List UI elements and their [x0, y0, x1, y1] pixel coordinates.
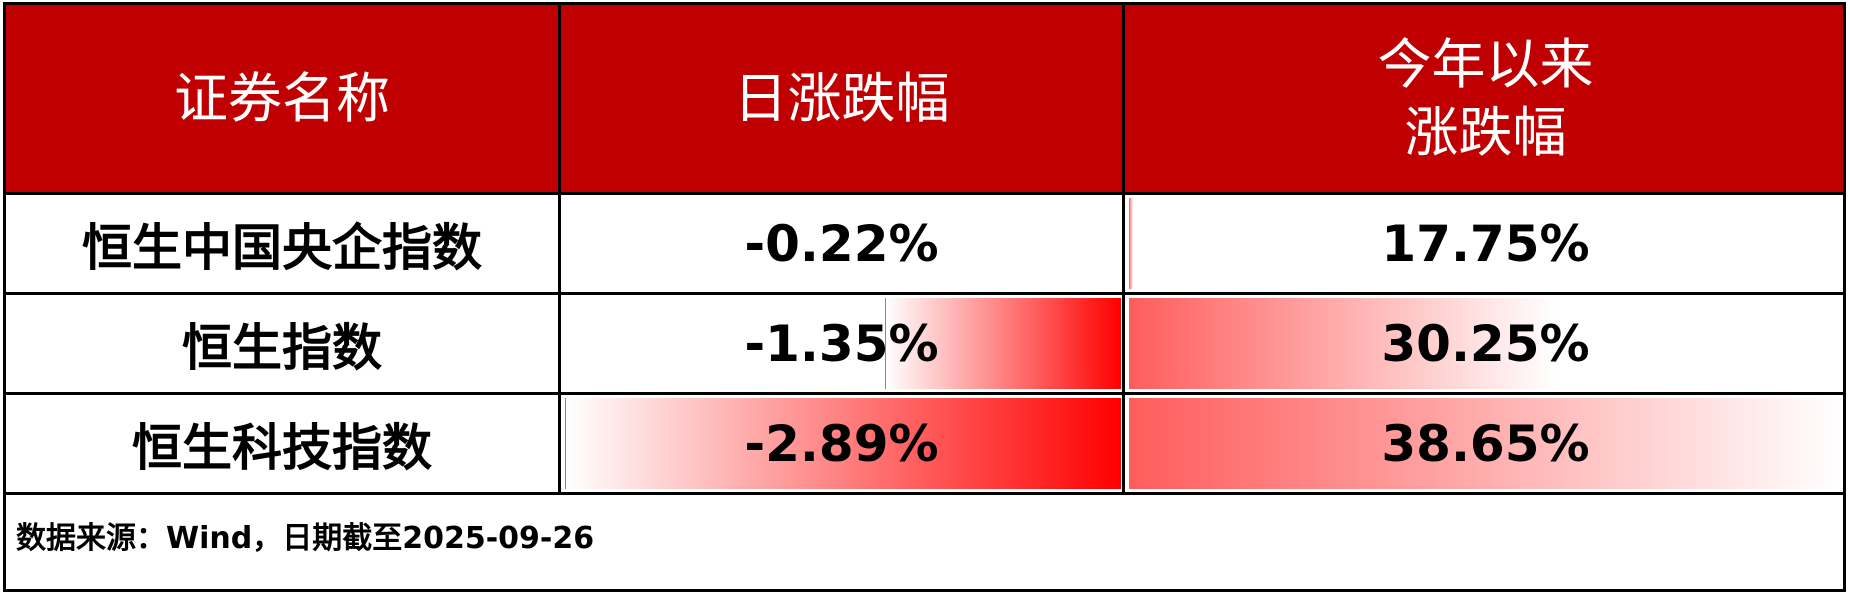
header-ytd-change: 今年以来 涨跌幅: [1125, 5, 1846, 192]
security-name-value: 恒生指数: [182, 318, 382, 377]
header-ytd-line2: 涨跌幅: [1404, 100, 1567, 164]
daily-data-bar: [885, 298, 1121, 389]
ytd-data-bar: [1129, 298, 1557, 389]
header-ytd-line1: 今年以来: [1377, 32, 1594, 96]
daily-change-value: -0.22%: [744, 214, 939, 273]
security-name-cell: 恒生中国央企指数: [6, 195, 558, 292]
divider: [558, 5, 561, 492]
security-name-value: 恒生科技指数: [132, 418, 432, 477]
security-name-cell: 恒生科技指数: [6, 395, 558, 492]
ytd-change-value: 30.25%: [1381, 314, 1590, 373]
daily-change-cell: -0.22%: [561, 195, 1122, 292]
ytd-change-cell: 30.25%: [1125, 295, 1846, 392]
security-name-value: 恒生中国央企指数: [82, 218, 482, 277]
divider: [6, 392, 1843, 395]
divider: [6, 492, 1843, 495]
ytd-change-value: 17.75%: [1381, 214, 1590, 273]
daily-change-cell: -1.35%: [561, 295, 1122, 392]
divider: [6, 292, 1843, 295]
ytd-data-bar: [1129, 398, 1843, 489]
ytd-change-cell: 38.65%: [1125, 395, 1846, 492]
security-name-cell: 恒生指数: [6, 295, 558, 392]
source-note: 数据来源：Wind，日期截至2025-09-26: [16, 521, 595, 556]
ytd-data-bar: [1129, 198, 1133, 289]
header-security-name: 证券名称: [174, 66, 390, 130]
divider: [1122, 5, 1125, 492]
data-table: 证券名称 日涨跌幅 今年以来 涨跌幅 恒生中国央企指数 -0.22% 17.75% 恒…: [3, 2, 1846, 592]
daily-change-value: -1.35%: [744, 314, 939, 373]
table-header: 证券名称 日涨跌幅 今年以来 涨跌幅: [6, 5, 1843, 192]
ytd-change-value: 38.65%: [1381, 414, 1590, 473]
daily-data-bar: [565, 398, 1121, 489]
daily-change-cell: -2.89%: [561, 395, 1122, 492]
header-daily-change: 日涨跌幅: [733, 66, 950, 130]
ytd-change-cell: 17.75%: [1125, 195, 1846, 292]
daily-change-value: -2.89%: [744, 414, 939, 473]
divider: [6, 192, 1843, 195]
